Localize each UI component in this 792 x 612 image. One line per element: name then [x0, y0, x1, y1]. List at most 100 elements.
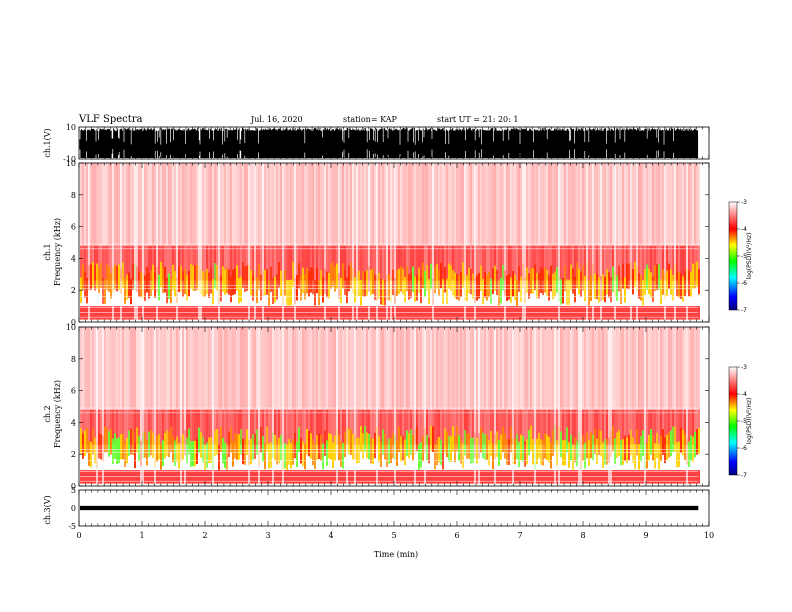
ch1-spec-low-band — [106, 306, 108, 320]
ch1-spec-core-band — [292, 261, 294, 288]
ch1-spec-core-band — [132, 264, 134, 290]
ch1-spec-high-band — [264, 163, 266, 246]
ch2-spec-mid-band — [512, 409, 514, 445]
ch1-spec-core-band — [102, 278, 104, 305]
ch2-spec-core-band — [444, 428, 446, 454]
ch1-spec-mid-band — [456, 245, 458, 281]
ch1-spec-core-band — [154, 272, 156, 298]
ch1-spec-core-band — [354, 277, 356, 303]
ch2-spec-mid-band — [552, 409, 554, 445]
ch2-spec-low-band — [88, 470, 90, 484]
ch1-spec-low-band — [208, 306, 210, 320]
x-axis-label: Time (min) — [374, 550, 418, 559]
ch2-spec-low-band — [172, 470, 174, 484]
ch2-spec-core-band — [474, 432, 476, 459]
ch2-spec-low-band — [522, 470, 524, 484]
ch1-spec-mid-band — [596, 245, 598, 281]
ch1-spec-high-band — [536, 163, 538, 246]
ch1-spec-core-band — [658, 264, 660, 290]
ch1-spec-low-band — [564, 306, 566, 320]
ch2-spec-mid-band — [116, 409, 118, 445]
ch2-spec-core-band — [128, 430, 130, 456]
ch2-spec-low-band — [152, 470, 154, 484]
ch1-spec-low-band — [366, 306, 368, 320]
chart-title: VLF Spectra — [78, 114, 143, 125]
ch1-spec-core-band — [202, 271, 204, 297]
ch2-spec-mid-band — [194, 409, 196, 445]
ch2-spec-high-band — [510, 327, 512, 410]
ch2-spec-mid-band — [498, 409, 500, 445]
ch2-spec-high-band — [172, 327, 174, 410]
ch1-spec-core-band — [612, 266, 614, 293]
ch1-spec-low-band — [310, 306, 312, 320]
ch2-spec-core-band — [360, 426, 362, 452]
ch1-spec-mid-band — [586, 245, 588, 281]
ch2-spec-mid-band — [158, 409, 160, 445]
ch2-spec-low-band — [476, 470, 478, 484]
ch2-spec-mid-band — [348, 409, 350, 445]
ch2-spec-core-band — [204, 444, 206, 470]
ch2-spec-mid-band — [344, 409, 346, 445]
ch2-spec-high-band — [372, 327, 374, 410]
ch1-spec-core-band — [394, 278, 396, 304]
ch1-spec-low-band — [122, 306, 124, 320]
ch1-spec-high-band — [550, 163, 552, 246]
ch1-spec-low-band — [602, 306, 604, 320]
ch2-spec-high-band — [666, 327, 668, 410]
ch1-spec-mid-band — [628, 245, 630, 281]
ch2-spec-high-band — [118, 327, 120, 410]
ch1-spec-core-band — [544, 267, 546, 293]
ch1-spec-low-band — [144, 306, 146, 320]
ch2-spec-core-band — [688, 441, 690, 468]
ch1-spec-low-band — [386, 306, 388, 320]
ch1-spec-core-band — [422, 262, 424, 289]
ch1-spec-mid-band — [664, 245, 666, 281]
ch1-spec-low-band — [692, 306, 694, 320]
ch2-spec-high-band — [326, 327, 328, 410]
ch2-spec-high-band — [304, 327, 306, 410]
ch2-spec-mid-band — [500, 409, 502, 445]
ch2-spec-low-band — [614, 470, 616, 484]
ch2-spec-mid-band — [328, 409, 330, 445]
ch2-spec-low-band — [638, 470, 640, 484]
ch2-spec-core-band — [84, 430, 86, 457]
ch1-spec-low-band — [404, 306, 406, 320]
ch2-spec-high-band — [120, 327, 122, 410]
ch2-spec-core-band — [398, 426, 400, 453]
ch2-spec-mid-band — [528, 409, 530, 445]
ch1-spec-core-band — [398, 268, 400, 295]
ch2-spec-low-band — [408, 470, 410, 484]
ch1-spec-high-band — [448, 163, 450, 246]
ch1-spec-high-band — [276, 163, 278, 246]
ch2-spec-low-band — [340, 470, 342, 484]
ch2-spec-high-band — [592, 327, 594, 410]
ch1-spec-low-band — [382, 306, 384, 320]
ch2-spec-high-band — [328, 327, 330, 410]
colorbar-tick-label: -7 — [741, 307, 747, 314]
ch2-spec-low-band — [538, 470, 540, 484]
ch2-spec-core-band — [516, 433, 518, 460]
ch1-spec-high-band — [218, 163, 220, 246]
ch1-spec-mid-band — [150, 245, 152, 281]
ch2-spec-core-band — [112, 438, 114, 464]
ch2-spec-low-band — [106, 470, 108, 484]
ch2-spec-low-band — [668, 470, 670, 484]
ch1-spec-high-band — [178, 163, 180, 246]
ch1-spec-low-band — [234, 306, 236, 320]
ch2-spec-mid-band — [150, 409, 152, 445]
ch1-spec-core-band — [414, 276, 416, 302]
ch1-spec-low-band — [554, 306, 556, 320]
ch2-spec-high-band — [340, 327, 342, 410]
ch1-spec-mid-band — [464, 245, 466, 281]
ch1-spec-core-band — [264, 269, 266, 296]
ch2-spec-core-band — [602, 442, 604, 468]
ch2-spec-mid-band — [142, 409, 144, 445]
ch2-spec-mid-band — [384, 409, 386, 445]
ch1-spec-mid-band — [168, 245, 170, 281]
ch1-spec-core-band — [270, 266, 272, 293]
ch2-spec-low-band — [464, 470, 466, 484]
ch2-spec-low-band — [384, 470, 386, 484]
ch2-spec-mid-band — [262, 409, 264, 445]
ch2-spec-core-band — [108, 431, 110, 457]
date-label: Jul. 16, 2020 — [250, 115, 303, 124]
